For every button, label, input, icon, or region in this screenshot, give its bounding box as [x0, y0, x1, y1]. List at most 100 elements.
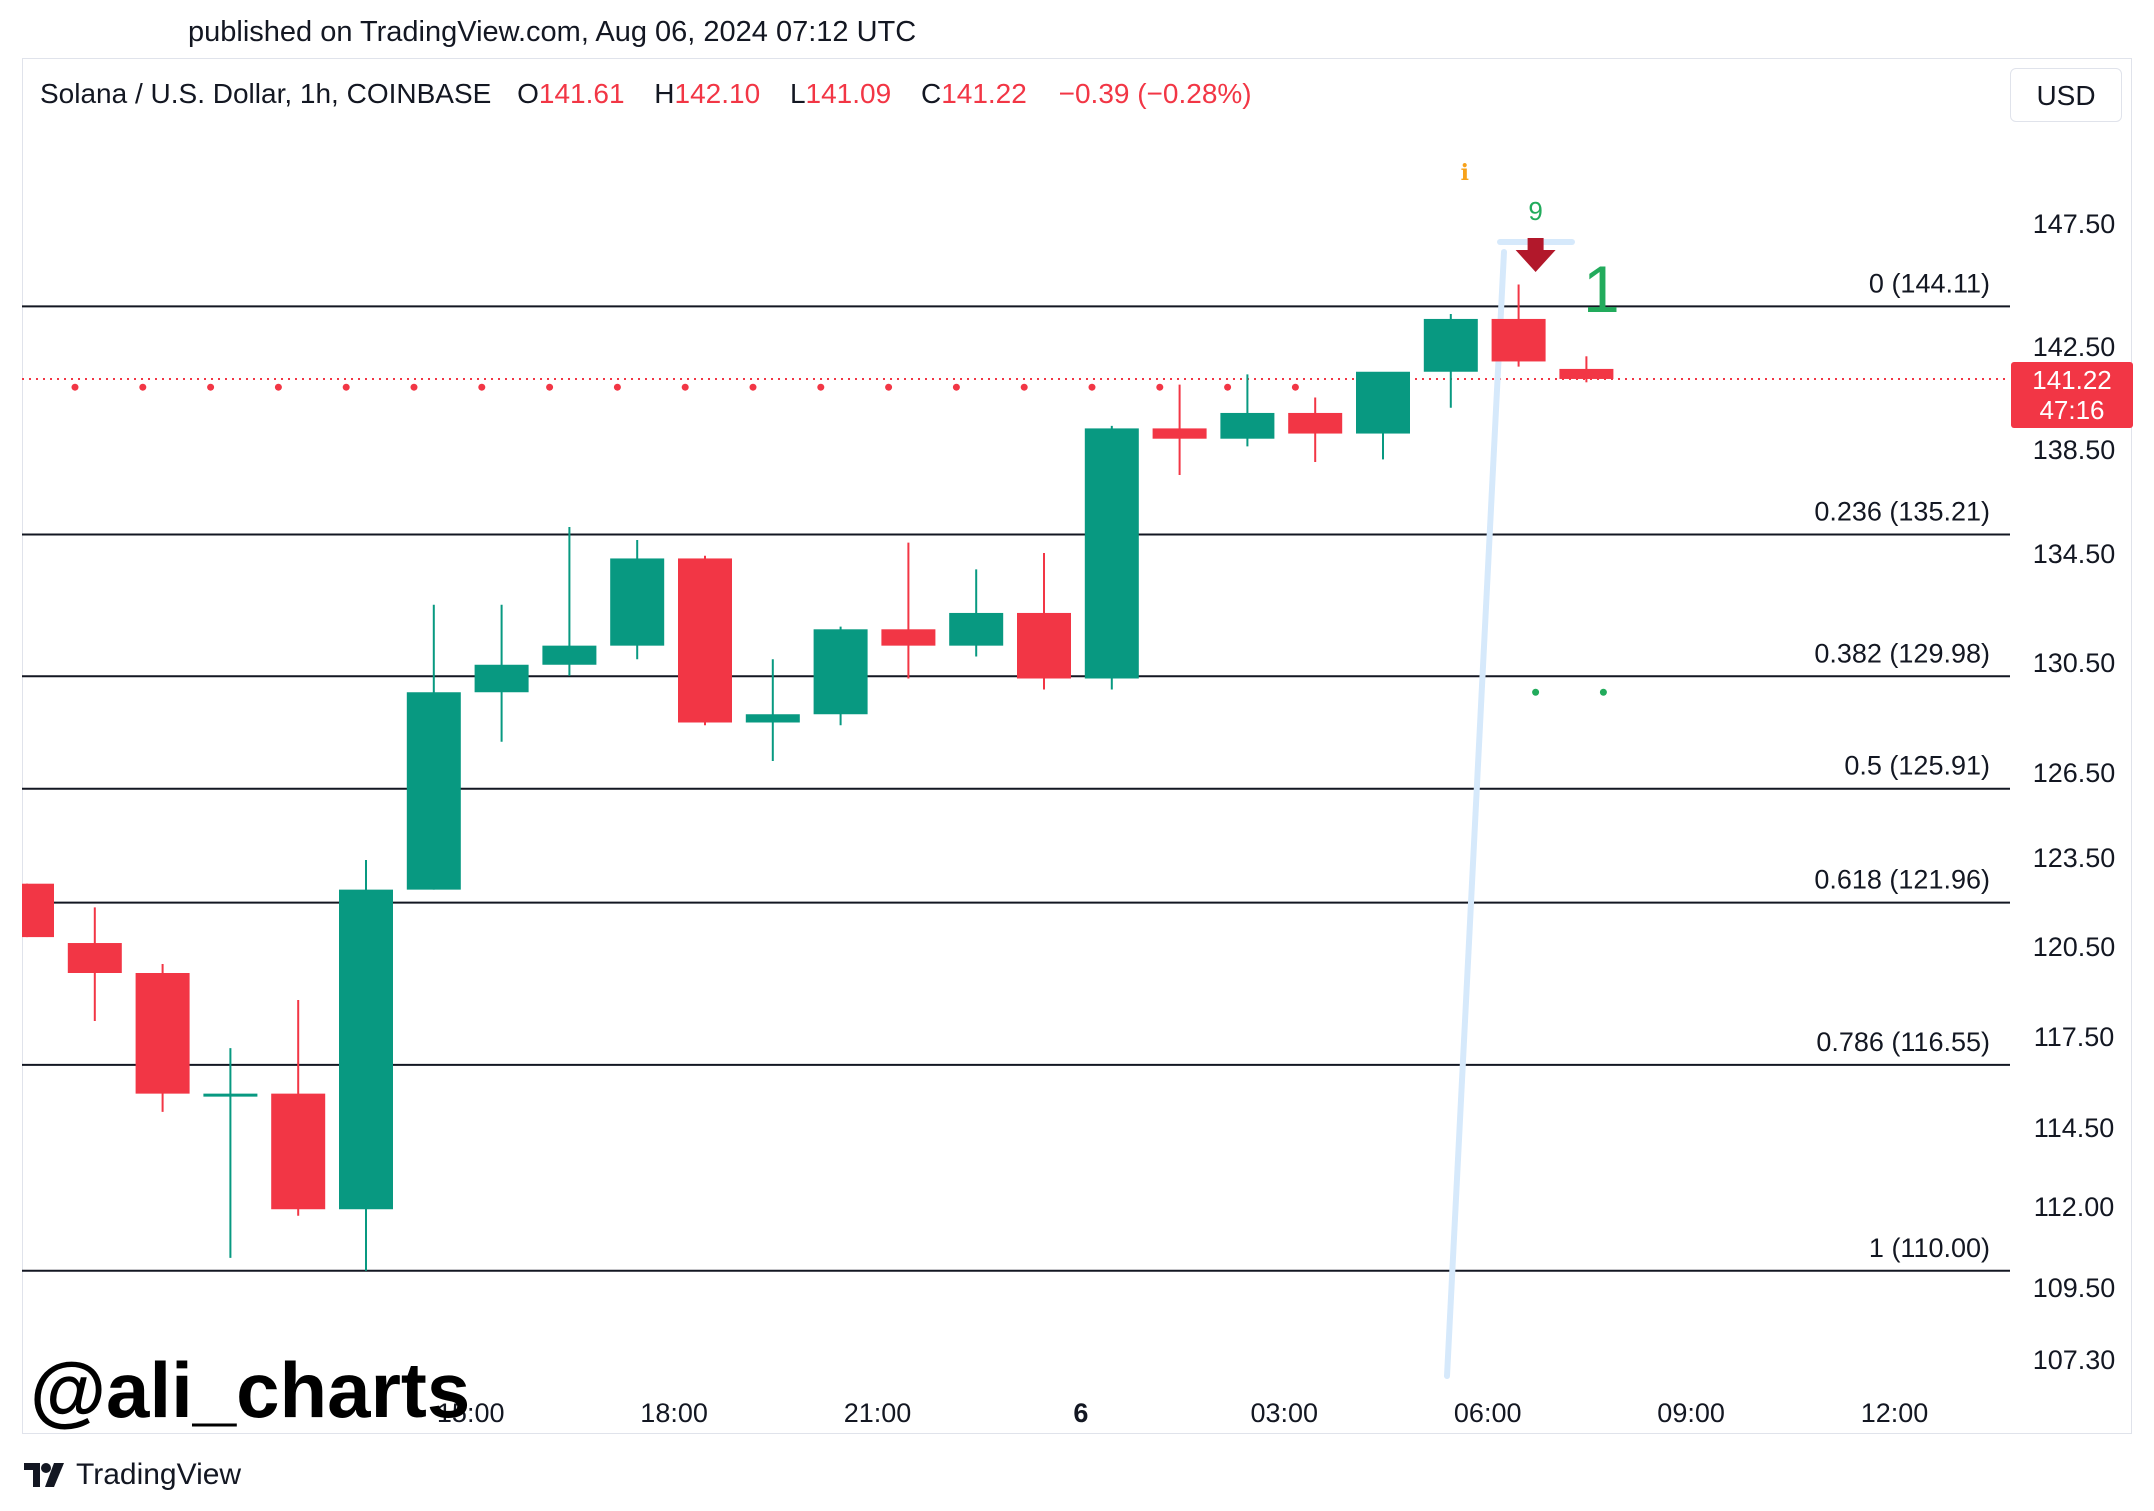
resistance-dot	[749, 383, 757, 391]
resistance-dot	[817, 383, 825, 391]
resistance-dot	[885, 383, 893, 391]
candle-body[interactable]	[542, 645, 597, 665]
time-axis-label: 18:00	[640, 1398, 708, 1428]
resistance-dot	[952, 383, 960, 391]
time-axis-label: 12:00	[1861, 1398, 1929, 1428]
resistance-dot	[139, 383, 147, 391]
support-dot	[1532, 688, 1540, 696]
tradingview-brand[interactable]: TradingView	[24, 1458, 241, 1492]
resistance-dot	[410, 383, 418, 391]
time-axis-label: 21:00	[844, 1398, 912, 1428]
price-axis-label: 109.50	[2033, 1273, 2116, 1303]
candle-body[interactable]	[1288, 412, 1343, 434]
resistance-dot	[1156, 383, 1164, 391]
fib-level-label: 0.236 (135.21)	[1814, 497, 1990, 527]
candle-body[interactable]	[949, 612, 1004, 646]
price-axis-label: 138.50	[2033, 435, 2116, 465]
symbol-title: Solana / U.S. Dollar, 1h, COINBASE	[40, 78, 492, 109]
close-value: 141.22	[941, 78, 1027, 109]
published-note: published on TradingView.com, Aug 06, 20…	[188, 16, 917, 48]
candle-body[interactable]	[1559, 368, 1614, 379]
price-axis-label: 130.50	[2033, 648, 2116, 678]
price-axis-label: 107.30	[2033, 1345, 2116, 1375]
trend-line[interactable]	[1444, 249, 1507, 1379]
time-axis-label: 15:00	[437, 1398, 505, 1428]
resistance-dot	[546, 383, 554, 391]
time-axis-label: 09:00	[1657, 1398, 1725, 1428]
resistance-dot	[1224, 383, 1232, 391]
high-label: H	[654, 78, 675, 109]
support-dot	[1599, 688, 1607, 696]
info-marker: i	[1461, 160, 1469, 186]
current-price-badge-countdown: 47:16	[2039, 395, 2104, 425]
change-value: −0.39 (−0.28%)	[1058, 78, 1252, 109]
candle-body[interactable]	[474, 664, 529, 693]
candle-body[interactable]	[135, 973, 190, 1094]
resistance-dot	[1020, 383, 1028, 391]
resistance-dot	[478, 383, 486, 391]
fib-level-label: 0.786 (116.55)	[1816, 1027, 1990, 1057]
candle-body[interactable]	[1423, 318, 1478, 372]
resistance-dot	[1088, 383, 1096, 391]
candle-body[interactable]	[22, 883, 54, 938]
candle-body[interactable]	[1356, 371, 1410, 434]
low-value: 141.09	[805, 78, 892, 109]
close-label: C	[920, 78, 942, 109]
current-price-badge	[2011, 362, 2133, 428]
symbol-legend: Solana / U.S. Dollar, 1h, COINBASE O141.…	[40, 78, 1252, 110]
fib-level-label: 0.382 (129.98)	[1814, 638, 1990, 668]
time-axis-label: 6	[1073, 1398, 1088, 1428]
high-value: 142.10	[674, 78, 761, 109]
resistance-dot	[1291, 383, 1299, 391]
price-axis-label: 142.50	[2033, 332, 2116, 362]
candle-body[interactable]	[881, 629, 936, 646]
fib-level-label: 0.618 (121.96)	[1814, 865, 1990, 895]
price-axis-label: 126.50	[2033, 758, 2116, 788]
time-axis-label: 06:00	[1454, 1398, 1522, 1428]
candle-body[interactable]	[67, 943, 122, 973]
candle-body[interactable]	[271, 1093, 326, 1210]
candle-body[interactable]	[813, 629, 868, 715]
currency-button[interactable]: USD	[2010, 68, 2122, 122]
resistance-dot	[207, 383, 215, 391]
resistance-dot	[342, 383, 350, 391]
candle-body[interactable]	[203, 1093, 258, 1097]
low-label: L	[789, 78, 806, 109]
candle-body[interactable]	[1084, 428, 1139, 679]
fib-level-label: 0 (144.11)	[1869, 268, 1990, 298]
price-axis-label: 123.50	[2033, 843, 2116, 873]
open-label: O	[517, 78, 539, 109]
price-axis-label: 114.50	[2034, 1113, 2115, 1143]
sell-signal-arrow-icon	[1515, 238, 1556, 272]
price-axis-label: 117.50	[2034, 1022, 2115, 1052]
candle-body[interactable]	[1220, 412, 1275, 439]
resistance-dot	[681, 383, 689, 391]
td-count-label: 9	[1528, 196, 1542, 226]
candle-body[interactable]	[678, 558, 732, 723]
candle-body[interactable]	[610, 558, 665, 646]
price-axis-label: 134.50	[2033, 539, 2116, 569]
price-axis-label: 112.00	[2034, 1192, 2115, 1222]
candle-body[interactable]	[1491, 318, 1546, 362]
current-price-badge-price: 141.22	[2032, 365, 2112, 395]
candle-body[interactable]	[406, 692, 461, 890]
open-value: 141.61	[538, 78, 625, 109]
fib-level-label: 0.5 (125.91)	[1844, 751, 1990, 781]
resistance-dot	[274, 383, 282, 391]
candle-body[interactable]	[339, 889, 393, 1210]
tradingview-logo-icon	[24, 1463, 64, 1487]
chart-frame	[22, 58, 2132, 1434]
resistance-dot	[613, 383, 621, 391]
candle-body[interactable]	[1017, 612, 1071, 679]
author-watermark: @ali_charts	[30, 1346, 471, 1434]
price-axis-label: 120.50	[2033, 932, 2116, 962]
candle-body[interactable]	[1152, 428, 1207, 439]
brand-label: TradingView	[76, 1458, 242, 1491]
td-next-label: 1	[1583, 252, 1620, 326]
time-axis-label: 03:00	[1251, 1398, 1319, 1428]
fib-level-label: 1 (110.00)	[1869, 1233, 1990, 1263]
price-axis-label: 147.50	[2033, 209, 2116, 239]
candle-body[interactable]	[745, 714, 800, 723]
resistance-dot	[71, 383, 79, 391]
